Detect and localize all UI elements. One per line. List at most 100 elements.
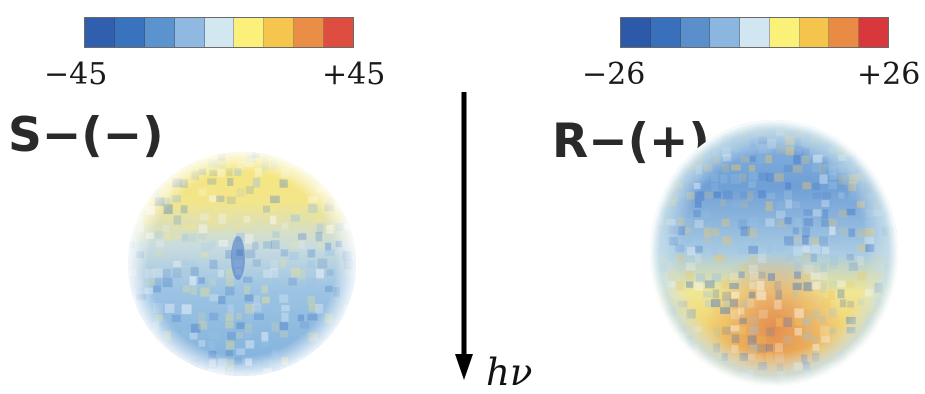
noise-pixel (668, 362, 676, 372)
colorbar-right-segment (799, 18, 830, 47)
noise-pixel (144, 341, 154, 348)
noise-pixel (342, 152, 349, 160)
noise-pixel (199, 152, 207, 159)
noise-pixel (324, 177, 335, 186)
noise-pixel (163, 368, 173, 376)
noise-pixel (137, 170, 145, 179)
noise-pixel (730, 120, 739, 127)
noise-pixel (163, 375, 172, 376)
colorbar-left-segment (85, 18, 115, 47)
noise-pixel (892, 309, 898, 317)
noise-pixel (857, 120, 867, 130)
noise-pixel (650, 362, 656, 372)
noise-pixel (892, 155, 898, 164)
noise-pixel (857, 361, 866, 372)
noise-pixel (668, 335, 677, 344)
colorbar-right-segment (829, 18, 860, 47)
noise-pixel (308, 152, 316, 161)
noise-pixel (173, 152, 180, 161)
noise-pixel (344, 206, 351, 215)
noise-pixel (128, 305, 138, 312)
noise-pixel (704, 372, 712, 380)
noise-pixel (135, 186, 142, 195)
colorbar-right-segment (680, 18, 711, 47)
noise-pixel (353, 285, 356, 293)
colorbar-right-min-label: −26 (582, 57, 646, 92)
noise-pixel (884, 164, 894, 173)
noise-pixel (128, 377, 137, 383)
noise-pixel (145, 169, 154, 178)
noise-pixel (128, 340, 138, 347)
noise-pixel (315, 367, 325, 375)
noise-pixel (136, 349, 143, 358)
noise-pixel (865, 145, 873, 153)
noise-pixel (650, 182, 658, 190)
noise-pixel (657, 379, 667, 386)
noise-pixel (893, 371, 898, 378)
noise-pixel (343, 159, 352, 170)
panel-label-s-enantiomer: S−(−) (8, 108, 164, 163)
noise-pixel (317, 348, 325, 357)
noise-pixel (892, 181, 898, 191)
noise-pixel (856, 371, 867, 381)
colorbar-right-segment (621, 18, 651, 47)
noise-pixel (883, 380, 891, 386)
noise-pixel (675, 138, 682, 149)
colorbar-left (84, 17, 354, 48)
noise-pixel (658, 353, 666, 363)
noise-pixel (882, 128, 890, 136)
noise-pixel (657, 154, 664, 163)
noise-pixel (882, 327, 890, 335)
noise-pixel (883, 344, 891, 354)
noise-pixel (324, 339, 335, 349)
noise-pixel (848, 128, 856, 137)
noise-pixel (352, 152, 356, 162)
noise-pixel (659, 361, 670, 372)
colorbar-left-segment (234, 18, 265, 47)
noise-pixel (883, 181, 890, 190)
noise-pixel (333, 341, 342, 349)
noise-pixel (866, 363, 874, 371)
colorbar-right-segment (769, 18, 800, 47)
noise-pixel (325, 368, 333, 376)
noise-pixel (893, 200, 898, 210)
noise-pixel (659, 345, 666, 355)
noise-pixel (686, 379, 695, 386)
noise-pixel (882, 371, 890, 379)
noise-pixel (855, 138, 864, 146)
noise-pixel (695, 361, 703, 372)
noise-pixel (873, 345, 883, 352)
noise-pixel (856, 352, 863, 363)
noise-pixel (684, 147, 692, 154)
noise-pixel (650, 173, 656, 183)
noise-pixel (650, 136, 659, 144)
noise-pixel (667, 345, 676, 354)
noise-pixel (352, 321, 356, 332)
noise-pixel (128, 168, 137, 177)
noise-pixel (128, 187, 135, 195)
noise-pixel (164, 152, 173, 161)
noise-pixel (144, 152, 152, 161)
noise-pixel (333, 179, 343, 187)
noise-pixel (703, 381, 712, 386)
noise-pixel (135, 357, 142, 366)
noise-pixel (657, 327, 667, 335)
noise-pixel (686, 120, 696, 128)
noise-pixel (353, 295, 356, 303)
noise-pixel (128, 214, 135, 224)
colorbar-left-max-label: +45 (322, 57, 386, 92)
noise-pixel (650, 309, 657, 320)
noise-pixel (352, 186, 356, 195)
colorbar-left-segment (264, 18, 295, 47)
noise-pixel (200, 375, 207, 376)
noise-pixel (891, 120, 898, 127)
noise-pixel (864, 154, 874, 162)
noise-pixel (171, 357, 179, 368)
colorbar-right-segment (740, 18, 770, 47)
noise-pixel (892, 174, 898, 185)
distribution-map-right (648, 118, 900, 388)
noise-pixel (315, 152, 323, 159)
noise-pixel (892, 316, 898, 324)
noise-pixel (684, 127, 691, 136)
noise-pixel (352, 357, 356, 364)
